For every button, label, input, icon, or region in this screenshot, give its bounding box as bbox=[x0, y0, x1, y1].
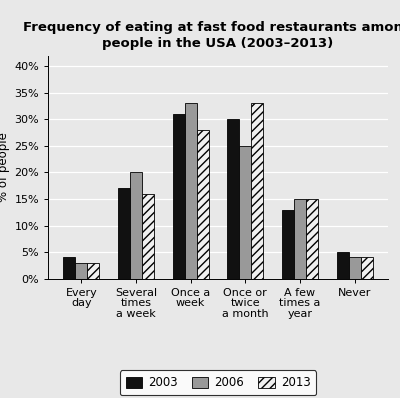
Bar bbox=[239, 146, 251, 279]
Bar bbox=[142, 194, 154, 279]
Y-axis label: % of people: % of people bbox=[0, 132, 10, 202]
Bar bbox=[130, 172, 142, 279]
Bar bbox=[336, 252, 348, 279]
Title: Frequency of eating at fast food restaurants among
people in the USA (2003–2013): Frequency of eating at fast food restaur… bbox=[23, 21, 400, 51]
Bar bbox=[360, 258, 372, 279]
Bar bbox=[251, 103, 263, 279]
Bar bbox=[227, 119, 239, 279]
Bar bbox=[294, 199, 306, 279]
Bar bbox=[118, 188, 130, 279]
Bar bbox=[282, 210, 294, 279]
Bar bbox=[64, 258, 76, 279]
Bar bbox=[173, 114, 185, 279]
Bar bbox=[185, 103, 197, 279]
Legend: 2003, 2006, 2013: 2003, 2006, 2013 bbox=[120, 371, 316, 395]
Bar bbox=[197, 130, 209, 279]
Bar bbox=[88, 263, 100, 279]
Bar bbox=[348, 258, 360, 279]
Bar bbox=[306, 199, 318, 279]
Bar bbox=[76, 263, 88, 279]
